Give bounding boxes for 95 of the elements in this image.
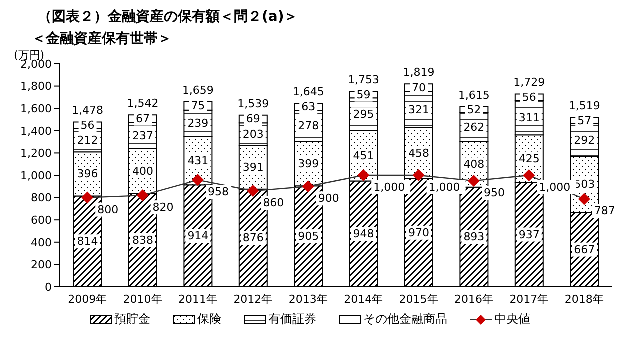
y-tick-label: 1,000 — [20, 169, 52, 182]
data-label: 425 — [518, 152, 540, 166]
data-label: 1,000 — [374, 181, 406, 194]
data-label: 391 — [242, 161, 264, 174]
data-label: 52 — [467, 103, 482, 116]
data-label: 56 — [80, 118, 95, 132]
data-label: 69 — [246, 112, 260, 126]
data-label: 950 — [484, 186, 505, 200]
y-tick-label: 400 — [31, 236, 52, 250]
x-tick-label: 2009年 — [68, 292, 108, 306]
y-tick-label: 1,800 — [20, 80, 52, 94]
data-label: 59 — [356, 88, 371, 102]
data-label: 70 — [412, 82, 426, 95]
data-label: 970 — [408, 226, 430, 240]
data-label: 667 — [574, 243, 596, 256]
y-tick-label: 1,400 — [20, 124, 52, 138]
data-label: 800 — [98, 203, 119, 216]
data-label: 838 — [132, 234, 154, 247]
data-label: 905 — [298, 230, 320, 244]
y-tick-label: 600 — [31, 214, 52, 228]
point — [82, 192, 94, 204]
data-label: 914 — [188, 230, 209, 243]
total-label: 1,539 — [238, 97, 270, 110]
point — [578, 193, 590, 206]
data-label: 1,000 — [428, 181, 460, 194]
data-label: 203 — [242, 128, 264, 141]
data-label: 451 — [353, 150, 374, 163]
x-tick-label: 2016年 — [454, 292, 494, 306]
x-tick-label: 2013年 — [288, 292, 328, 306]
data-label: 860 — [263, 196, 284, 210]
data-label: 876 — [242, 232, 264, 245]
data-label: 212 — [77, 134, 98, 147]
point — [247, 185, 260, 198]
x-tick-label: 2015年 — [399, 292, 438, 306]
total-label: 1,753 — [348, 74, 380, 87]
x-tick-label: 2018年 — [564, 292, 604, 306]
data-label: 57 — [578, 114, 592, 128]
data-label: 814 — [77, 235, 98, 248]
data-label: 820 — [152, 201, 174, 214]
data-label: 399 — [298, 157, 320, 170]
data-label: 948 — [353, 228, 374, 241]
y-tick-label: 1,600 — [20, 102, 52, 116]
data-label: 900 — [318, 192, 340, 206]
total-label: 1,645 — [292, 86, 324, 99]
total-label: 1,615 — [458, 88, 490, 102]
x-tick-label: 2010年 — [123, 292, 162, 306]
data-label: 408 — [464, 158, 485, 172]
point — [358, 170, 370, 182]
data-label: 278 — [298, 120, 320, 133]
chart-subtitle: ＜金融資産保有世帯＞ — [32, 30, 173, 48]
data-label: 239 — [188, 117, 209, 130]
data-label: 311 — [518, 111, 540, 124]
legend-label: その他金融商品 — [362, 311, 448, 328]
x-tick-label: 2011年 — [178, 292, 218, 306]
data-label: 458 — [408, 146, 430, 160]
point — [302, 180, 314, 193]
data-label: 262 — [464, 120, 485, 134]
data-label: 67 — [136, 112, 150, 126]
data-label: 937 — [518, 228, 540, 242]
data-label: 237 — [132, 129, 154, 142]
x-tick-label: 2012年 — [234, 292, 273, 306]
data-label: 787 — [594, 204, 616, 218]
data-label: 63 — [302, 100, 316, 114]
data-label: 1,000 — [539, 181, 571, 194]
data-label: 292 — [574, 134, 596, 147]
data-label: 958 — [208, 186, 229, 199]
point — [136, 190, 149, 202]
legend-label: 保険 — [196, 311, 222, 328]
point — [523, 170, 536, 182]
total-label: 1,729 — [514, 76, 546, 90]
legend-label: 有価証券 — [268, 311, 316, 328]
x-tick-label: 2014年 — [344, 292, 384, 306]
point — [192, 174, 204, 186]
total-label: 1,542 — [127, 97, 159, 110]
legend-label: 預貯金 — [114, 311, 150, 328]
y-tick-label: 200 — [31, 258, 52, 272]
data-label: 396 — [77, 168, 98, 181]
y-tick-label: 0 — [45, 280, 52, 294]
data-label: 400 — [132, 164, 154, 178]
chart-title: （図表２）金融資産の保有額＜問２(a)＞ — [38, 8, 300, 26]
data-label: 56 — [522, 90, 536, 104]
point — [468, 175, 480, 188]
data-label: 295 — [353, 108, 374, 122]
data-label: 321 — [408, 103, 430, 116]
y-tick-label: 800 — [31, 192, 52, 205]
y-tick-label: 1,200 — [20, 147, 52, 160]
total-label: 1,819 — [403, 66, 435, 80]
legend-label: 中央値 — [494, 311, 530, 328]
data-label: 431 — [188, 154, 209, 168]
point — [412, 170, 425, 182]
total-label: 1,478 — [72, 104, 104, 118]
data-label: 893 — [464, 230, 485, 244]
total-label: 1,519 — [568, 100, 600, 113]
total-label: 1,659 — [182, 84, 214, 98]
x-tick-label: 2017年 — [510, 292, 549, 306]
